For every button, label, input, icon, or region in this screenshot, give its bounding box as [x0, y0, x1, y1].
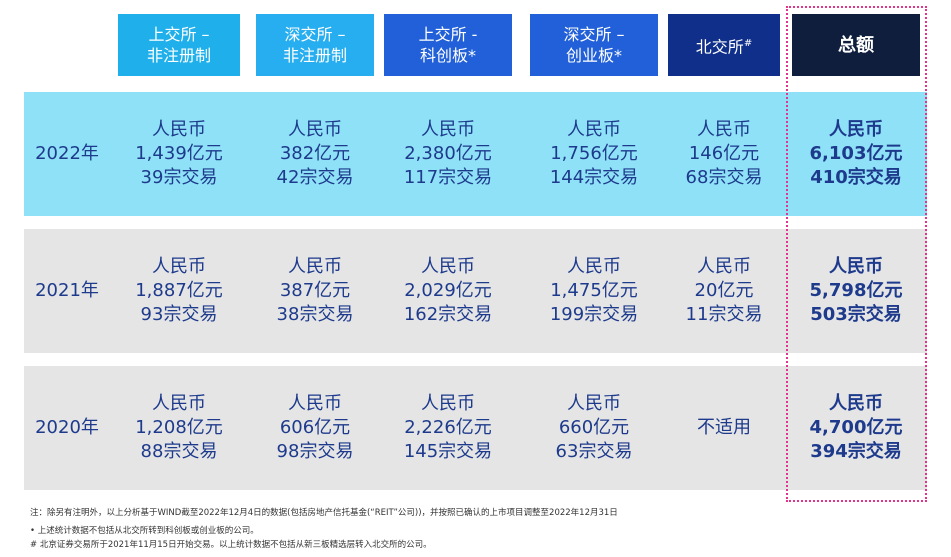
cell-line: 人民币: [567, 256, 621, 277]
cell-line: 人民币: [152, 393, 206, 414]
table-cell: 人民币 1,887亿元 93宗交易: [112, 229, 246, 353]
footnote: • 上述统计数据不包括从北交所转到科创板或创业板的公司。: [30, 526, 259, 536]
cell-line: 93宗交易: [140, 304, 218, 325]
cell-line: 6,103亿元: [809, 143, 903, 164]
cell-line: 11宗交易: [685, 304, 763, 325]
cell-line: 人民币: [829, 119, 883, 140]
cell-line: 1,475亿元: [550, 280, 638, 301]
cell-line: 199宗交易: [549, 304, 639, 325]
cell-line: 人民币: [697, 256, 751, 277]
cell-line: 人民币: [152, 119, 206, 140]
cell-line: 146亿元: [688, 143, 760, 164]
header-sup: #: [743, 37, 753, 49]
table-cell: 人民币 606亿元 98宗交易: [250, 366, 380, 490]
year-label: 2020年: [35, 417, 99, 438]
cell-line: 不适用: [697, 417, 751, 438]
cell-line: 5,798亿元: [809, 280, 903, 301]
footnote: # 北京证券交易所于2021年11月15日开始交易。以上统计数据不包括从新三板精…: [30, 540, 432, 550]
cell-line: 人民币: [567, 393, 621, 414]
footnote: 注：除另有注明外，以上分析基于WIND截至2022年12月4日的数据(包括房地产…: [30, 508, 618, 518]
cell-line: 4,700亿元: [809, 417, 903, 438]
row-background: [24, 92, 927, 216]
cell-line: 394宗交易: [810, 441, 902, 462]
table-cell: 人民币 5,798亿元 503宗交易: [786, 229, 926, 353]
header-line: 上交所 –: [148, 25, 210, 44]
column-header: 上交所 – 非注册制: [118, 14, 240, 76]
cell-line: 人民币: [152, 256, 206, 277]
cell-line: 1,208亿元: [135, 417, 223, 438]
header-line: 非注册制: [146, 46, 211, 65]
table-cell: 人民币 1,475亿元 199宗交易: [524, 229, 664, 353]
cell-line: 606亿元: [279, 417, 351, 438]
cell-line: 20亿元: [694, 280, 754, 301]
cell-line: 117宗交易: [403, 167, 493, 188]
cell-line: 人民币: [288, 393, 342, 414]
cell-line: 2,226亿元: [404, 417, 492, 438]
cell-line: 503宗交易: [810, 304, 902, 325]
table-cell: 人民币 4,700亿元 394宗交易: [786, 366, 926, 490]
column-header: 深交所 – 非注册制: [256, 14, 374, 76]
header-line: 深交所 –: [284, 25, 346, 44]
cell-line: 人民币: [697, 119, 751, 140]
cell-line: 人民币: [288, 256, 342, 277]
header-text: 北交所: [695, 37, 744, 57]
table-cell: 人民币 2,029亿元 162宗交易: [378, 229, 518, 353]
table-cell: 人民币 2,226亿元 145宗交易: [378, 366, 518, 490]
cell-line: 1,439亿元: [135, 143, 223, 164]
cell-line: 人民币: [829, 393, 883, 414]
cell-line: 人民币: [421, 119, 475, 140]
table-cell: 人民币 2,380亿元 117宗交易: [378, 92, 518, 216]
cell-line: 2,380亿元: [404, 143, 492, 164]
table-cell: 人民币 6,103亿元 410宗交易: [786, 92, 926, 216]
header-line: 科创板*: [419, 46, 476, 65]
table-cell: 人民币 146亿元 68宗交易: [662, 92, 786, 216]
cell-line: 410宗交易: [810, 167, 902, 188]
cell-line: 660亿元: [558, 417, 630, 438]
cell-line: 1,756亿元: [550, 143, 638, 164]
header-line: 非注册制: [282, 46, 347, 65]
column-header: 总额: [792, 14, 920, 76]
cell-line: 162宗交易: [403, 304, 493, 325]
cell-line: 144宗交易: [549, 167, 639, 188]
cell-line: 387亿元: [279, 280, 351, 301]
header-line: 深交所 –: [563, 25, 625, 44]
year-label: 2022年: [35, 143, 99, 164]
cell-line: 88宗交易: [140, 441, 218, 462]
table-cell: 人民币 382亿元 42宗交易: [250, 92, 380, 216]
cell-line: 63宗交易: [555, 441, 633, 462]
cell-line: 38宗交易: [276, 304, 354, 325]
cell-line: 人民币: [829, 256, 883, 277]
cell-line: 人民币: [421, 256, 475, 277]
table-cell: 人民币 387亿元 38宗交易: [250, 229, 380, 353]
cell-line: 98宗交易: [276, 441, 354, 462]
table-cell: 人民币 1,439亿元 39宗交易: [112, 92, 246, 216]
row-background: [24, 229, 927, 353]
header-line: 创业板*: [565, 46, 622, 65]
cell-line: 1,887亿元: [135, 280, 223, 301]
cell-line: 42宗交易: [276, 167, 354, 188]
cell-line: 人民币: [421, 393, 475, 414]
header-line: 北交所#: [696, 33, 752, 57]
row-background: [24, 366, 927, 490]
column-header: 上交所 - 科创板*: [384, 14, 512, 76]
cell-line: 382亿元: [279, 143, 351, 164]
column-header: 北交所#: [668, 14, 780, 76]
year-label: 2021年: [35, 280, 99, 301]
cell-line: 2,029亿元: [404, 280, 492, 301]
table-cell: 人民币 20亿元 11宗交易: [662, 229, 786, 353]
cell-line: 人民币: [567, 119, 621, 140]
table-cell: 人民币 1,756亿元 144宗交易: [524, 92, 664, 216]
header-line: 上交所 -: [418, 25, 478, 44]
table-cell: 不适用: [662, 366, 786, 490]
column-header: 深交所 – 创业板*: [530, 14, 658, 76]
cell-line: 人民币: [288, 119, 342, 140]
table-cell: 人民币 1,208亿元 88宗交易: [112, 366, 246, 490]
total-highlight: [786, 6, 927, 502]
cell-line: 145宗交易: [403, 441, 493, 462]
cell-line: 39宗交易: [140, 167, 218, 188]
header-line: 总额: [838, 34, 874, 56]
table-cell: 人民币 660亿元 63宗交易: [524, 366, 664, 490]
cell-line: 68宗交易: [685, 167, 763, 188]
